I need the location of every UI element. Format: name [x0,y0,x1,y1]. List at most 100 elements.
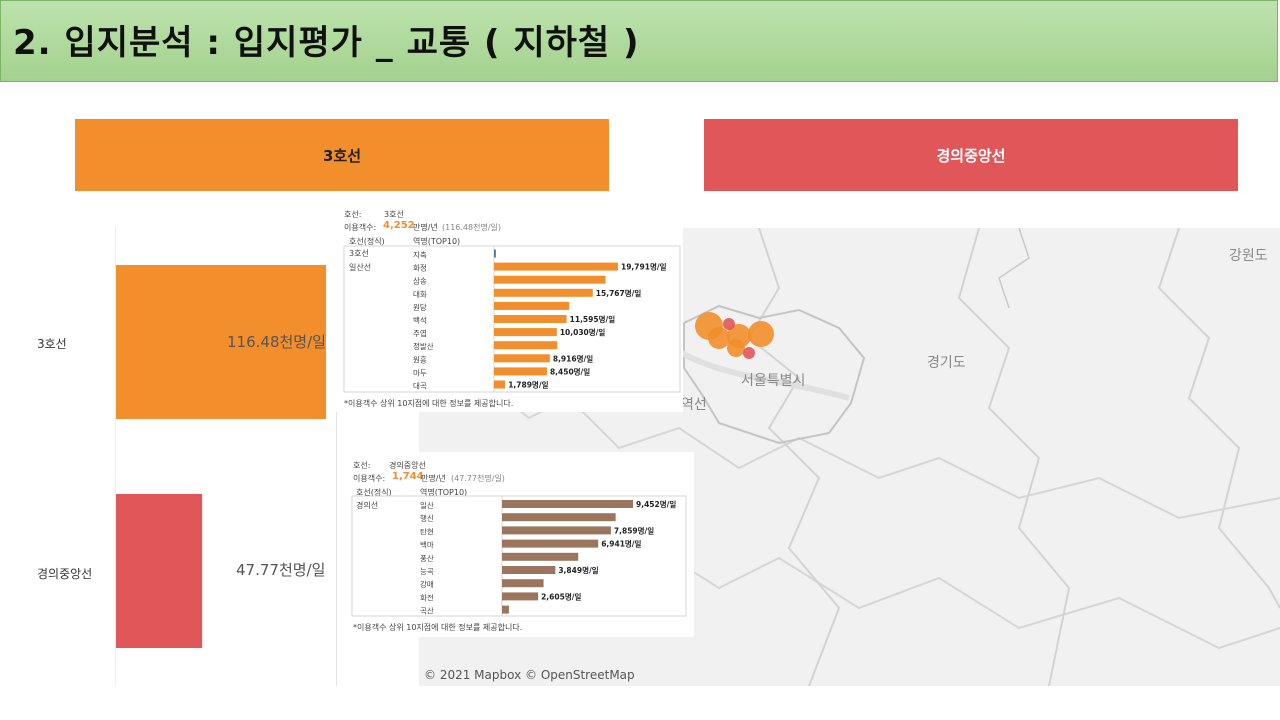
footnote: *이용객수 상위 10지점에 대한 정보를 제공합니다. [353,623,523,632]
page-title: 2. 입지분석 : 입지평가 _ 교통 ( 지하철 ) [13,23,640,63]
station-bar[interactable] [502,539,599,548]
tab-line-gyeongui[interactable]: 경의중앙선 [704,119,1238,191]
annual-detail: (47.77천명/일) [451,474,505,483]
line-key: 호선: [353,461,371,470]
station-label: 대화 [413,290,427,299]
station-label: 원흥 [413,354,427,364]
station-bar[interactable] [494,328,557,337]
map-marker[interactable] [708,327,730,349]
station-bar[interactable] [502,566,556,574]
annual-unit: 만명/년 [421,474,446,483]
title-bar: 2. 입지분석 : 입지평가 _ 교통 ( 지하철 ) [0,0,1278,82]
station-label: 풍산 [420,553,434,563]
daily-ridership-chart [116,265,326,648]
daily-ridership-panel [115,228,337,686]
table-frame [343,245,681,393]
station-label: 삼송 [413,276,427,286]
annual-detail: (116.48천명/일) [442,223,502,232]
col-header-line: 호선(정식) [356,488,392,497]
map-marker[interactable] [723,318,735,330]
map-label-station: 역선 [681,397,707,413]
station-bar[interactable] [502,500,633,508]
station-label: 곡산 [420,606,434,616]
station-value-label: 9,452명/일 [636,499,676,509]
map-marker[interactable] [743,347,755,359]
station-value-label: 7,859명/일 [614,525,654,535]
station-label: 주엽 [413,328,427,338]
station-bar[interactable] [494,380,506,389]
station-label: 백석 [413,315,427,325]
station-label: 대곡 [413,382,427,391]
station-label: 일산 [420,500,434,510]
station-value-label: 8,916명/일 [553,353,593,363]
station-label: 행신 [420,513,434,523]
station-bar[interactable] [494,275,606,284]
station-value-label: 1,789명/일 [508,380,548,390]
group-line-0: 경의선 [356,501,379,510]
station-label: 백마 [420,540,434,550]
table-frame [351,495,687,617]
line-value: 3호선 [384,210,404,219]
station-bar[interactable] [502,526,611,535]
col-header-station: 역명(TOP10) [413,237,461,246]
station-label: 마두 [413,368,427,377]
station-bar[interactable] [502,579,544,588]
station-bar[interactable] [502,513,616,522]
station-label: 화정 [413,263,427,273]
station-bar[interactable] [494,301,570,310]
line-key: 호선: [344,210,362,219]
annual-main: 4,252 [383,220,415,231]
station-label: 능곡 [420,567,434,576]
station-bar[interactable] [494,341,558,350]
annual-key: 이용객수: [353,474,386,483]
station-value-label: 8,450명/일 [550,366,590,376]
bar-3호선[interactable] [116,265,326,419]
station-value-label: 6,941명/일 [601,539,641,549]
col-header-line: 호선(정식) [349,237,385,246]
group-line-1: 일산선 [349,263,372,272]
station-bar[interactable] [494,262,618,271]
map-label-seoul: 서울특별시 [741,373,806,389]
map-label-gangwon: 강원도 [1229,248,1268,264]
station-label: 탄현 [420,526,434,536]
map-label-gyeonggi: 경기도 [927,355,966,371]
station-bar[interactable] [502,552,579,561]
annual-unit: 만명/년 [413,223,438,232]
category-label-gyeongui: 경의중앙선 [37,567,93,581]
station-label: 강매 [420,579,434,589]
map-markers[interactable] [419,228,1280,686]
station-bar[interactable] [494,249,496,258]
line-value: 경의중앙선 [389,461,426,470]
station-value-label: 15,767명/일 [596,288,642,298]
station-value-label: 3,849명/일 [558,565,598,575]
station-bar[interactable] [502,605,509,614]
station-label: 정발산 [413,341,434,351]
bar-경의중앙선[interactable] [116,494,203,648]
tooltip-card-line3: 호선: 3호선 이용객수: 4,252 만명/년 (116.48천명/일) 호선… [336,200,683,412]
annual-key: 이용객수: [344,223,377,232]
annual-main: 1,744 [392,471,424,482]
station-bar[interactable] [494,354,550,363]
map-credit: © 2021 Mapbox © OpenStreetMap [424,668,635,682]
map-marker[interactable] [748,321,774,347]
station-bar[interactable] [502,592,539,601]
map-marker[interactable] [727,339,745,357]
station-value-label: 2,605명/일 [541,591,581,601]
tab-line-3[interactable]: 3호선 [75,119,609,191]
station-bar[interactable] [494,367,547,376]
station-value-label: 10,030명/일 [560,327,606,337]
station-value-label: 19,791명/일 [621,262,667,272]
value-label-gyeongui: 47.77천명/일 [236,561,326,579]
station-value-label: 11,595명/일 [570,314,616,324]
tooltip-card-gyeongui: 호선: 경의중앙선 이용객수: 1,744 만명/년 (47.77천명/일) 호… [345,452,694,637]
footnote: *이용객수 상위 10지점에 대한 정보를 제공합니다. [344,399,514,408]
station-label: 화전 [420,592,434,602]
station-label: 원당 [413,302,427,312]
station-bar[interactable] [494,288,593,297]
value-label-line3: 116.48천명/일 [227,333,326,351]
group-line-0: 3호선 [349,249,369,258]
station-label: 지축 [413,251,427,260]
station-bar[interactable] [494,315,567,323]
